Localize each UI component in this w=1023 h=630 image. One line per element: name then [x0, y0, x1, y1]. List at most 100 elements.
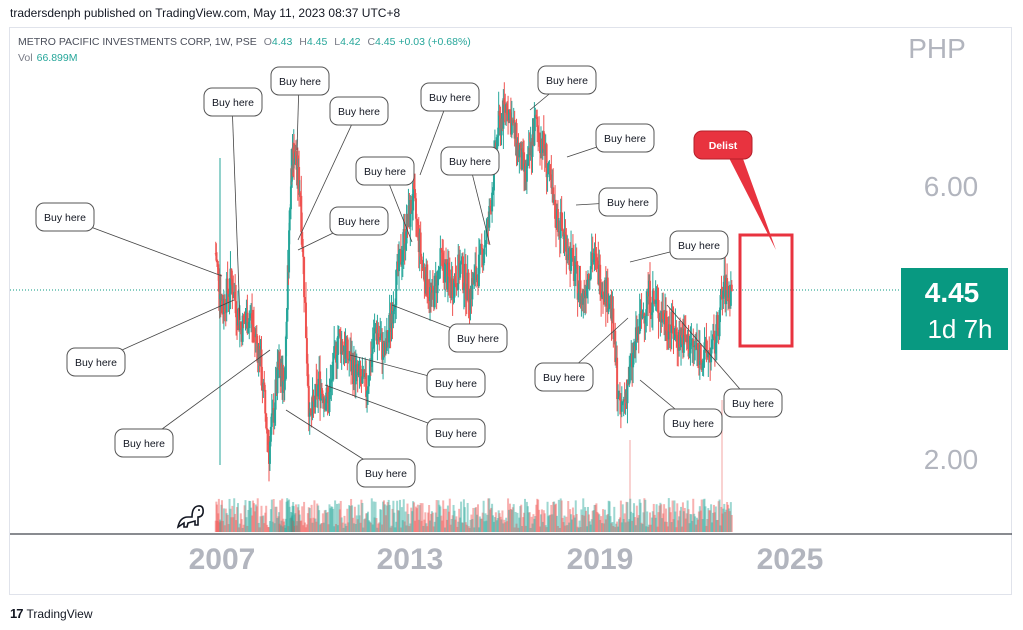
volume-bar [429, 520, 432, 532]
volume-bar [726, 501, 729, 532]
symbol-name: METRO PACIFIC INVESTMENTS CORP, 1W, PSE [18, 36, 257, 48]
volume-bar [396, 500, 399, 532]
candle-body [614, 330, 617, 363]
candle-body [471, 278, 474, 300]
volume-bar [322, 522, 325, 532]
open-value: 4.43 [271, 36, 293, 48]
volume-bar [236, 503, 239, 532]
volume-bar [352, 523, 355, 532]
volume-bar [446, 505, 449, 532]
volume-bar [336, 525, 339, 532]
candle-body [572, 258, 575, 282]
volume-readout: Vol 66.899M [18, 52, 77, 64]
volume-bar [606, 514, 609, 532]
volume-bar [589, 524, 592, 532]
volume-bar [638, 499, 641, 532]
volume-bar [311, 522, 314, 532]
volume-bar [294, 513, 297, 532]
candle-body [347, 358, 350, 361]
volume-bar [378, 522, 381, 532]
volume-bar [313, 500, 316, 532]
callout-box [329, 96, 389, 126]
volume-bar [715, 520, 718, 532]
volume-bar [683, 507, 686, 532]
candle-body [420, 256, 423, 261]
close-label: C [367, 36, 376, 48]
volume-bar [491, 503, 494, 532]
volume-bar [281, 498, 284, 532]
candle-body [680, 335, 683, 338]
volume-bar [701, 519, 704, 532]
candle-body [336, 336, 339, 355]
callout-buy-here: Buy here [529, 65, 597, 111]
volume-bar [248, 500, 251, 532]
candle-body [649, 280, 652, 313]
candle-body [447, 262, 450, 277]
volume-bar [461, 522, 464, 532]
candle-body [338, 329, 341, 334]
volume-bar [261, 516, 264, 532]
candle-body [289, 186, 292, 210]
volume-bar [545, 527, 548, 532]
candle-body [651, 290, 654, 313]
volume-bar [260, 505, 263, 532]
volume-bar [320, 523, 323, 532]
candle-body [478, 246, 481, 255]
volume-bar [295, 525, 298, 532]
volume-bar [627, 521, 630, 532]
volume-bar [344, 523, 347, 532]
callout-buy-here: Buy here [629, 230, 729, 263]
high-label: H [299, 36, 307, 48]
candle-body [671, 311, 674, 326]
candle-body [693, 346, 696, 348]
volume-bar [665, 521, 668, 532]
candle-body [563, 231, 566, 240]
candle-body [628, 366, 631, 385]
volume-bar [331, 506, 334, 532]
volume-bar [630, 511, 633, 532]
volume-bar [271, 521, 274, 532]
volume-bar [275, 506, 278, 532]
candle-body [718, 310, 721, 337]
volume-bar [433, 521, 436, 532]
candle-body [423, 267, 426, 282]
volume-bar [602, 509, 605, 532]
volume-bar [527, 512, 530, 532]
volume-bar [220, 504, 223, 532]
volume-bar [243, 505, 246, 532]
volume-bar [551, 514, 554, 532]
volume-bar [412, 501, 415, 532]
callout-box [356, 458, 416, 488]
annotations-layer: Buy here Buy here Buy here Buy here Buy here… [35, 65, 783, 488]
footer-brand: TradingView [26, 606, 93, 621]
callout-buy-here: Buy here [114, 349, 271, 458]
candle-body [656, 299, 659, 301]
volume-bar [226, 514, 229, 532]
volume-bar [568, 522, 571, 532]
volume-bar [380, 509, 383, 532]
candle-body [301, 231, 304, 248]
volume-bar [645, 526, 648, 532]
candle-body [497, 110, 500, 136]
volume-bar [663, 504, 666, 532]
volume-bar [615, 523, 618, 532]
volume-bar [502, 523, 505, 532]
candle-body [454, 276, 457, 284]
volume-bar [539, 514, 542, 532]
candle-body [309, 408, 312, 413]
candle-body [587, 273, 590, 280]
volume-bar [664, 508, 667, 532]
candle-body [387, 331, 390, 343]
volume-bar [572, 515, 575, 532]
volume-bar [382, 500, 385, 532]
volume-bar [333, 526, 336, 532]
volume-bar [550, 504, 553, 532]
candle-body [298, 167, 301, 195]
volume-bar [307, 507, 310, 532]
volume-bar [525, 501, 528, 532]
callout-pointer [142, 349, 271, 444]
volume-bar [214, 520, 217, 532]
callout-text: Buy here [364, 166, 406, 178]
volume-bar [462, 499, 465, 532]
